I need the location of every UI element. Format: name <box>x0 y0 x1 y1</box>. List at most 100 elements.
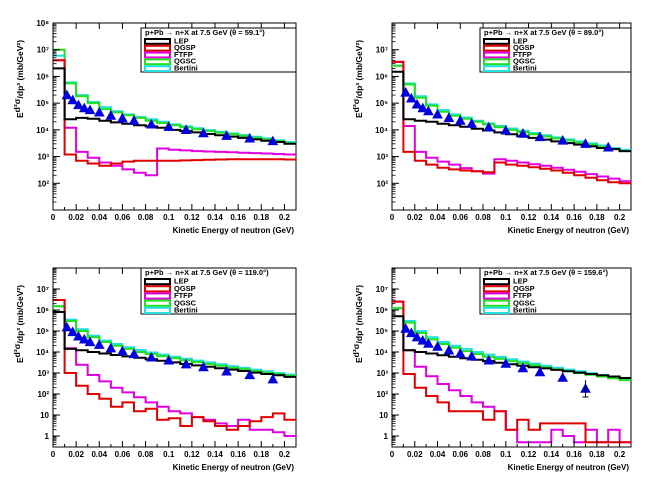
histogram-qgsc <box>53 305 296 377</box>
histogram-qgsp <box>53 59 296 167</box>
plot-area <box>53 48 296 177</box>
y-tick-label: 10³ <box>37 153 49 162</box>
legend-entry-lep: LEP <box>513 36 528 45</box>
x-tick-label: 0.16 <box>566 450 582 459</box>
data-point-marker <box>163 121 175 131</box>
x-tick-label: 0.2 <box>614 450 626 459</box>
data-point-marker <box>146 118 157 129</box>
data-point-marker <box>78 102 90 113</box>
x-tick-label: 0.04 <box>430 213 446 222</box>
data-point-marker <box>466 350 478 361</box>
data-point-marker <box>84 104 96 115</box>
x-tick-label: 0.02 <box>68 213 84 222</box>
y-title-frac: d³σ <box>351 98 361 112</box>
data-point-marker <box>454 347 466 358</box>
y-tick-label: 10² <box>376 179 388 188</box>
y-title-unit: (mb/GeV²) <box>354 40 364 81</box>
histogram-ftfp <box>53 299 296 437</box>
x-tick-label: 0 <box>51 450 56 459</box>
data-point-marker <box>67 326 79 337</box>
data-point-marker <box>117 112 128 123</box>
data-point-marker <box>221 130 232 140</box>
x-tick-label: 0.2 <box>614 213 626 222</box>
plot-frame <box>391 22 632 211</box>
data-point-marker <box>61 89 73 100</box>
legend-swatch-qgsc <box>144 299 171 307</box>
x-tick-label: 0.04 <box>91 450 107 459</box>
data-point-marker <box>78 333 90 344</box>
data-point-marker <box>411 331 423 342</box>
data-point-marker <box>534 131 546 142</box>
data-point-marker <box>117 345 128 356</box>
legend-swatch-lep <box>144 38 171 45</box>
y-tick-label: 10⁶ <box>36 72 49 81</box>
x-tick-label: 0.12 <box>184 450 200 459</box>
legend-swatch-bertini <box>144 306 171 314</box>
y-tick-label: 10² <box>376 390 388 399</box>
y-tick-label: 10⁴ <box>36 126 49 135</box>
x-tick-label: 0.08 <box>138 450 154 459</box>
data-point-marker <box>483 354 495 365</box>
x-tick-label: 0.1 <box>500 450 512 459</box>
chart-panel-2: 0 0.02 0.04 0.06 0.08 0.1 0.12 0.14 0.16 0.18 0.2 1… <box>351 22 632 235</box>
legend-entry-qgsc: QGSC <box>513 298 536 307</box>
x-tick-label: 0.18 <box>253 213 269 222</box>
y-title-frac: d³σ <box>12 343 22 357</box>
data-point-marker <box>93 106 105 117</box>
legend: p+Pb → n+X at 7.5 GeV (θ = 89.0°)LEPQGSP… <box>479 27 632 73</box>
data-point-marker <box>244 369 256 380</box>
x-tick-label: 0.12 <box>521 213 537 222</box>
y-tick-label: 10² <box>37 390 49 399</box>
legend-entry-lep: LEP <box>513 277 528 286</box>
data-point-marker <box>483 121 495 132</box>
x-tick-label: 0.14 <box>207 213 223 222</box>
x-tick-label: 0.12 <box>521 450 537 459</box>
legend-entry-qgsp: QGSP <box>174 43 196 52</box>
y-title-unit: (mb/GeV²) <box>15 40 25 81</box>
legend-entry-qgsc: QGSC <box>174 298 197 307</box>
legend: p+Pb → n+X at 7.5 GeV (θ = 59.1°)LEPQGSP… <box>140 27 297 73</box>
legend-swatch-qgsp <box>144 285 171 293</box>
data-point-marker <box>423 105 434 116</box>
legend: p+Pb → n+X at 7.5 GeV (θ = 119.0°)LEPQGS… <box>140 267 297 315</box>
x-tick-label: 0.04 <box>430 450 446 459</box>
x-tick-label: 0.18 <box>253 450 269 459</box>
y-title-e: E <box>354 112 364 118</box>
legend-swatch-qgsc <box>483 299 510 307</box>
y-tick-label: 10 <box>379 411 388 420</box>
data-point-marker <box>443 344 455 355</box>
y-tick-label: 10⁶ <box>375 72 388 81</box>
x-tick-label: 0.2 <box>279 213 291 222</box>
y-tick-label: 10⁴ <box>36 348 49 357</box>
legend-entry-bertini: Bertini <box>513 64 537 73</box>
x-tick-label: 0.02 <box>68 450 84 459</box>
chart-panel-3: 0 0.02 0.04 0.06 0.08 0.1 0.12 0.14 0.16 0.18 0.2 1… <box>12 267 297 472</box>
y-title-unit: (mb/GeV²) <box>354 285 364 326</box>
y-tick-label: 10⁵ <box>375 99 388 108</box>
y-tick-label: 10⁴ <box>375 126 388 135</box>
y-axis-title-text: Ed³σ/dp³ (mb/GeV²) <box>12 285 25 363</box>
x-tick-label: 0.08 <box>138 213 154 222</box>
data-point-marker <box>417 335 429 345</box>
legend-swatch-ftfp <box>144 292 171 300</box>
y-tick-label: 10⁶ <box>375 306 388 315</box>
y-title-sep: /dp³ <box>15 81 25 99</box>
data-point-marker <box>432 108 443 119</box>
x-tick-label: 0.06 <box>452 213 468 222</box>
histogram-lep <box>392 315 631 379</box>
data-point-marker <box>267 135 279 146</box>
x-tick-label: 0 <box>390 213 395 222</box>
x-tick-label: 0.1 <box>163 450 175 459</box>
data-point-marker <box>180 358 192 369</box>
data-point-marker <box>432 341 443 351</box>
data-point-marker <box>517 362 529 373</box>
data-point-marker <box>454 115 466 125</box>
data-point-marker <box>500 124 512 135</box>
legend-entry-qgsc: QGSC <box>174 57 197 66</box>
data-point-marker <box>105 110 117 120</box>
x-tick-label: 0.08 <box>475 450 491 459</box>
x-tick-label: 0.14 <box>544 213 560 222</box>
data-point-marker <box>163 354 175 365</box>
data-point-marker <box>417 102 429 113</box>
data-point-marker <box>580 138 591 148</box>
